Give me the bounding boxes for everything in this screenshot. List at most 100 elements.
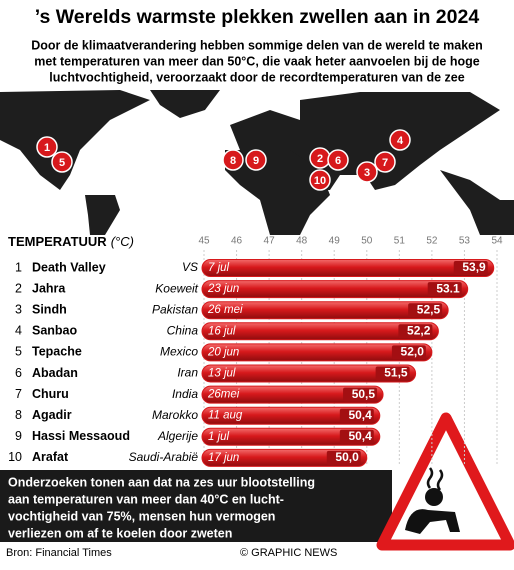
bar xyxy=(201,343,433,362)
value-label-bg xyxy=(398,324,433,339)
value-label-bg xyxy=(375,366,410,381)
rank: 7 xyxy=(15,387,22,401)
x-tick-label: 46 xyxy=(231,236,243,247)
map-marker-label: 1 xyxy=(44,142,50,154)
date-label: 11 aug xyxy=(208,410,243,422)
map-marker xyxy=(327,149,349,171)
x-tick-label: 49 xyxy=(329,236,341,247)
title: ’s Werelds warmste plekken zwellen aan i… xyxy=(35,6,480,28)
value-label: 51,5 xyxy=(384,366,408,380)
map-marker-label: 5 xyxy=(59,157,65,169)
note: Onderzoeken tonen aan dat na zes uur blo… xyxy=(8,475,315,489)
place-name: Churu xyxy=(32,387,69,401)
value-label: 53,9 xyxy=(462,260,486,274)
date-label: 16 jul xyxy=(208,325,236,337)
note-box xyxy=(0,470,392,542)
rank: 2 xyxy=(15,281,22,295)
rank: 10 xyxy=(8,450,22,464)
rank: 6 xyxy=(15,366,22,380)
value-label-bg xyxy=(427,282,462,297)
map-marker-label: 2 xyxy=(317,153,323,165)
subtitle: Door de klimaatverandering hebben sommig… xyxy=(31,38,483,52)
axis-unit: (°C) xyxy=(111,234,134,249)
x-tick-label: 47 xyxy=(264,236,276,247)
value-label: 52,2 xyxy=(407,323,431,337)
map-marker-label: 7 xyxy=(382,157,388,169)
rank: 5 xyxy=(15,345,22,359)
place-name: Hassi Messaoud xyxy=(32,429,130,443)
country: Marokko xyxy=(152,408,198,422)
country: China xyxy=(167,323,199,337)
date-label: 20 jun xyxy=(207,346,239,358)
note: aan temperaturen van meer dan 40°C en lu… xyxy=(8,492,284,506)
bar xyxy=(201,427,381,446)
place-name: Arafat xyxy=(32,450,69,464)
date-label: 26 mei xyxy=(207,304,243,316)
bar xyxy=(201,406,381,425)
x-tick-label: 54 xyxy=(491,236,503,247)
bar xyxy=(201,259,495,277)
warning-icon xyxy=(376,412,514,551)
map-marker xyxy=(389,129,411,151)
map-marker xyxy=(51,151,73,173)
bar xyxy=(201,322,439,341)
place-name: Jahra xyxy=(32,281,66,295)
map-marker-label: 8 xyxy=(230,155,236,167)
map-marker xyxy=(222,149,244,171)
value-label: 50,5 xyxy=(352,387,376,401)
x-tick-label: 52 xyxy=(426,236,438,247)
rank: 3 xyxy=(15,302,22,316)
place-name: Sanbao xyxy=(32,324,78,338)
country: Koeweit xyxy=(155,281,198,295)
value-label: 50,0 xyxy=(335,450,359,464)
rank: 1 xyxy=(15,260,22,274)
note: verliezen om af te koelen door zweten xyxy=(8,526,232,540)
subtitle: met temperaturen van meer dan 50°C, die … xyxy=(34,54,479,68)
map-marker xyxy=(356,161,378,183)
map-marker-label: 10 xyxy=(314,175,326,187)
map-marker xyxy=(245,149,267,171)
x-tick-label: 50 xyxy=(361,236,373,247)
axis-title-text: TEMPERATUUR xyxy=(8,234,107,249)
value-label-bg xyxy=(326,450,361,465)
value-label-bg xyxy=(391,345,426,360)
value-label-bg xyxy=(339,408,374,423)
country: Pakistan xyxy=(152,302,198,316)
map-marker xyxy=(36,136,58,158)
map-marker-label: 9 xyxy=(253,155,259,167)
value-label-bg xyxy=(339,429,374,444)
country: Saudi-Arabië xyxy=(129,450,199,464)
source: Bron: Financial Times xyxy=(6,547,112,559)
x-tick-label: 48 xyxy=(296,236,308,247)
map-marker-label: 6 xyxy=(335,155,341,167)
x-tick-label: 51 xyxy=(394,236,406,247)
bar xyxy=(201,385,384,404)
rank: 8 xyxy=(15,408,22,422)
date-label: 17 jun xyxy=(208,452,239,464)
date-label: 23 jun xyxy=(207,283,239,295)
place-name: Death Valley xyxy=(32,260,106,274)
date-label: 26mei xyxy=(207,389,240,401)
bar xyxy=(201,301,449,320)
country: VS xyxy=(182,260,198,274)
x-tick-label: 45 xyxy=(198,236,210,247)
value-label-bg xyxy=(453,261,488,275)
place-name: Agadir xyxy=(32,408,72,422)
bar xyxy=(201,280,469,299)
note: vochtigheid van 75%, mensen hun vermogen xyxy=(8,509,275,523)
axis-title: TEMPERATUUR (°C) xyxy=(8,234,134,249)
date-label: 1 jul xyxy=(208,431,230,443)
value-label: 53.1 xyxy=(436,281,460,295)
value-label: 50,4 xyxy=(348,408,372,422)
rank: 9 xyxy=(15,429,22,443)
x-tick-label: 53 xyxy=(459,236,471,247)
country: India xyxy=(172,387,198,401)
date-label: 7 jul xyxy=(208,262,230,274)
place-name: Abadan xyxy=(32,366,78,380)
country: Iran xyxy=(177,366,198,380)
rank: 4 xyxy=(15,324,22,338)
credit: © GRAPHIC NEWS xyxy=(240,547,337,559)
value-label: 52,5 xyxy=(417,302,441,316)
